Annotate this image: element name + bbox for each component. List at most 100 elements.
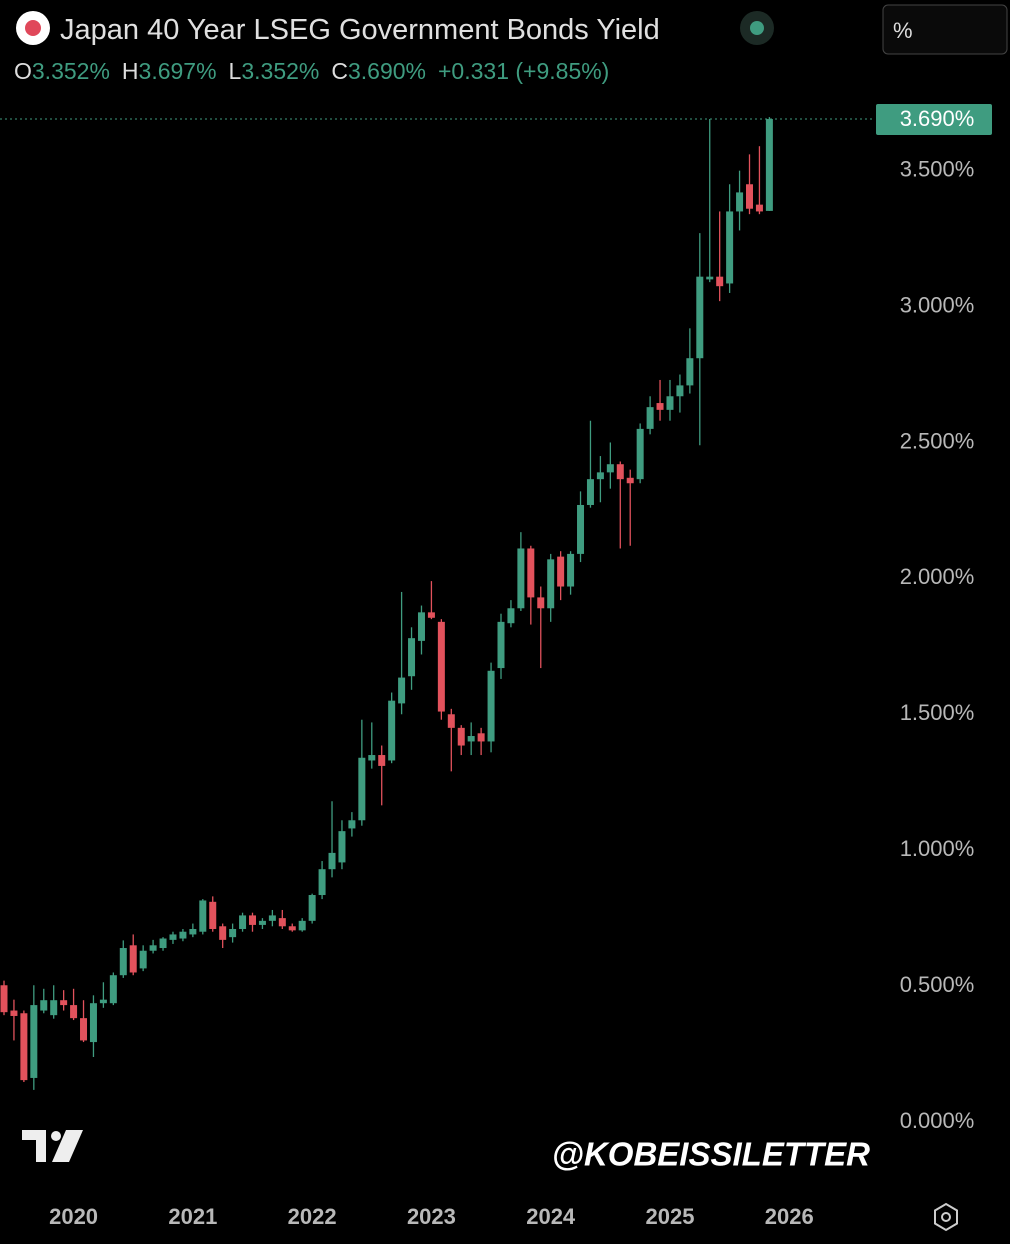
ohlc-legend: O3.352% H3.697% L3.352% C3.690% +0.331 (+9.8…	[14, 58, 609, 84]
candle-body	[80, 1018, 88, 1041]
candle-body	[527, 548, 535, 598]
y-tick-label: 2.000%	[900, 564, 975, 589]
x-tick-label: 2023	[407, 1204, 456, 1229]
candle-body	[388, 700, 396, 761]
candle-body	[497, 621, 505, 669]
candle-body	[398, 677, 406, 704]
candle-body	[616, 464, 624, 480]
x-tick-label: 2022	[288, 1204, 337, 1229]
candle-body	[606, 464, 614, 473]
candle-body	[288, 926, 296, 931]
candle-body	[517, 548, 525, 609]
candle-body	[507, 608, 515, 624]
candle-body	[765, 119, 773, 211]
unit-button-label[interactable]: %	[893, 18, 913, 43]
settings-icon-center[interactable]	[941, 1212, 951, 1222]
candle-body	[149, 945, 157, 951]
candle-body	[537, 597, 545, 609]
candle-body	[457, 727, 465, 746]
candle-body	[586, 479, 594, 505]
candle-body	[447, 714, 455, 728]
legend-value: 3.352%	[32, 58, 110, 84]
candle-body	[159, 938, 167, 949]
logo-part	[22, 1130, 46, 1162]
candle-body	[736, 192, 744, 212]
candle-body	[755, 204, 763, 212]
candle-body	[10, 1010, 18, 1016]
flag-dot	[25, 20, 41, 36]
chart-title: Japan 40 Year LSEG Government Bonds Yiel…	[60, 14, 660, 46]
legend-key: C	[331, 58, 348, 84]
candle-body	[437, 621, 445, 712]
candle-body	[467, 736, 475, 742]
candle-body	[626, 477, 634, 484]
x-tick-label: 2026	[765, 1204, 814, 1229]
candle-body	[557, 556, 565, 587]
candle-body	[209, 901, 217, 929]
candle-body	[258, 920, 266, 925]
y-tick-label: 1.500%	[900, 700, 975, 725]
last-price-label: 3.690%	[900, 106, 975, 131]
candle-body	[656, 403, 664, 410]
legend-key: L	[229, 58, 242, 84]
candle-body	[666, 396, 674, 410]
tv-logo	[22, 1130, 83, 1162]
candle-body	[308, 895, 316, 921]
candle-body	[427, 612, 435, 618]
legend-change: +0.331 (+9.85%)	[438, 58, 609, 84]
candle-body	[646, 407, 654, 429]
watermark: @KOBEISSILETTER	[552, 1136, 870, 1173]
candle-body	[358, 757, 366, 821]
y-tick-label: 0.500%	[900, 972, 975, 997]
legend-value: 3.690%	[348, 58, 426, 84]
candle-body	[348, 820, 356, 829]
y-tick-label: 0.000%	[900, 1108, 975, 1133]
x-tick-label: 2024	[526, 1204, 576, 1229]
candle-body	[596, 472, 604, 480]
y-tick-label: 3.500%	[900, 156, 975, 181]
candle-body	[139, 950, 147, 969]
y-tick-label: 3.000%	[900, 292, 975, 317]
legend-key: O	[14, 58, 32, 84]
candle-body	[298, 920, 306, 931]
unit-button[interactable]	[882, 4, 1008, 55]
candle-body	[577, 504, 585, 554]
candle-body	[368, 755, 376, 761]
y-tick-label: 1.000%	[900, 836, 975, 861]
candle-body	[129, 945, 137, 973]
candle-body	[487, 670, 495, 742]
candle-body	[408, 638, 416, 677]
candle-body	[726, 211, 734, 284]
candle-body	[249, 915, 256, 925]
candle-body	[567, 553, 575, 587]
logo-part	[51, 1131, 61, 1141]
candle-body	[229, 928, 237, 938]
candle-body	[328, 852, 336, 870]
candle-body	[109, 975, 117, 1004]
candle-body	[0, 985, 8, 1013]
candle-body	[219, 926, 227, 940]
logo-part	[52, 1130, 83, 1162]
x-tick-label: 2025	[646, 1204, 695, 1229]
candle-body	[30, 1005, 38, 1078]
status-dot	[750, 21, 764, 35]
candle-body	[99, 999, 107, 1004]
y-tick-label: 2.500%	[900, 428, 975, 453]
x-tick-label: 2021	[168, 1204, 217, 1229]
last-price-tag	[876, 104, 992, 136]
candle-body	[20, 1013, 28, 1081]
candle-body	[189, 928, 197, 935]
candle-body	[89, 1003, 97, 1043]
candle-body	[338, 831, 346, 863]
candle-body	[746, 184, 753, 209]
settings-icon[interactable]	[934, 1202, 958, 1232]
candle-body	[70, 1005, 78, 1019]
candle-body	[417, 612, 425, 641]
candle-body	[268, 915, 276, 921]
candle-body	[318, 869, 326, 896]
candle-body	[40, 1000, 48, 1011]
candle-body	[477, 733, 485, 742]
